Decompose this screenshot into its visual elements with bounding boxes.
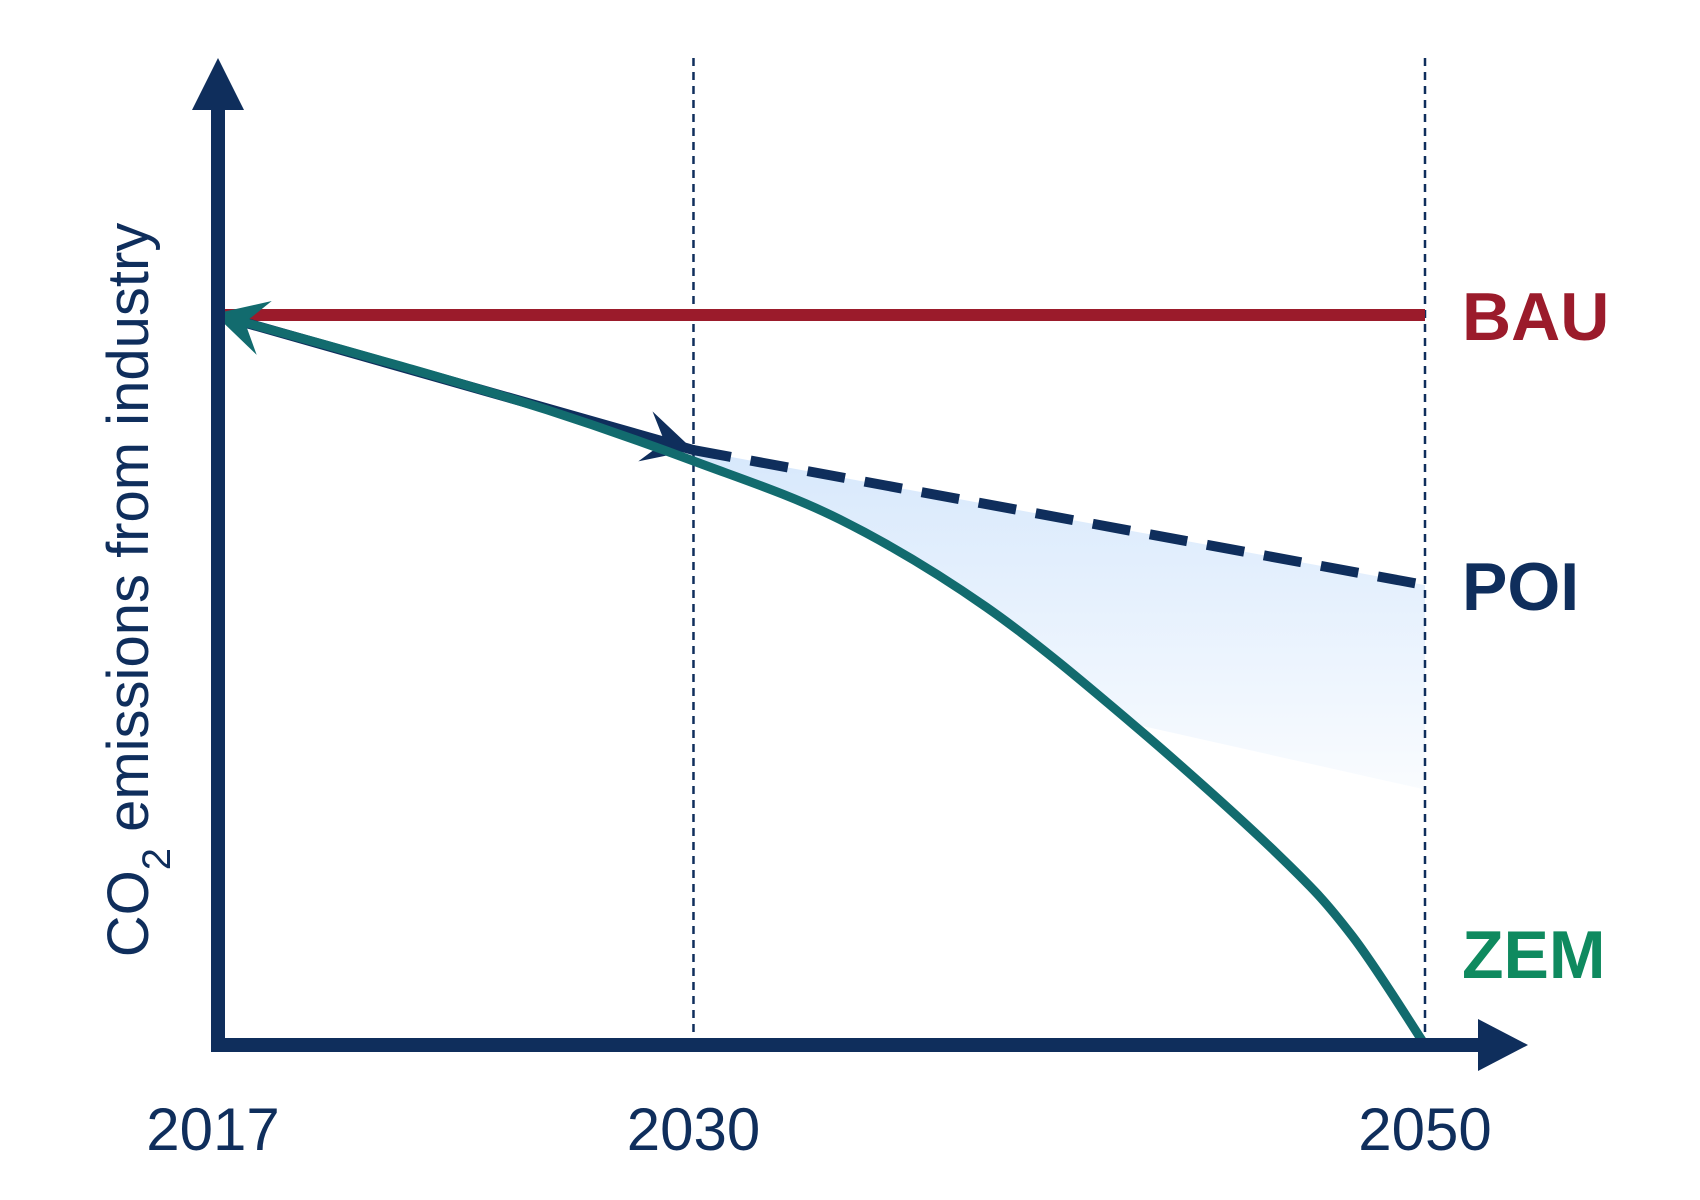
series-label-poi: POI [1462, 549, 1579, 625]
series-label-zem: ZEM [1462, 917, 1606, 993]
series-line-poi-dashed [692, 445, 1426, 591]
x-axis-arrowhead-icon [1478, 1019, 1528, 1071]
x-tick-label-2030: 2030 [627, 1096, 760, 1163]
x-tick-label-2017: 2017 [146, 1096, 279, 1163]
poi-arrowhead-icon [638, 411, 694, 462]
zem-arrowhead-icon [214, 300, 272, 355]
x-tick-label-2050: 2050 [1358, 1096, 1491, 1163]
series-label-bau: BAU [1462, 279, 1609, 355]
y-axis-title-suffix: emissions from industry [96, 223, 161, 848]
series-line-zem [213, 310, 1430, 1050]
y-axis-arrowhead-icon [192, 58, 244, 110]
y-axis-title: CO2 emissions from industry [96, 223, 179, 958]
y-axis-title-subscript: 2 [135, 848, 179, 870]
y-axis-title-prefix: CO [96, 870, 161, 957]
